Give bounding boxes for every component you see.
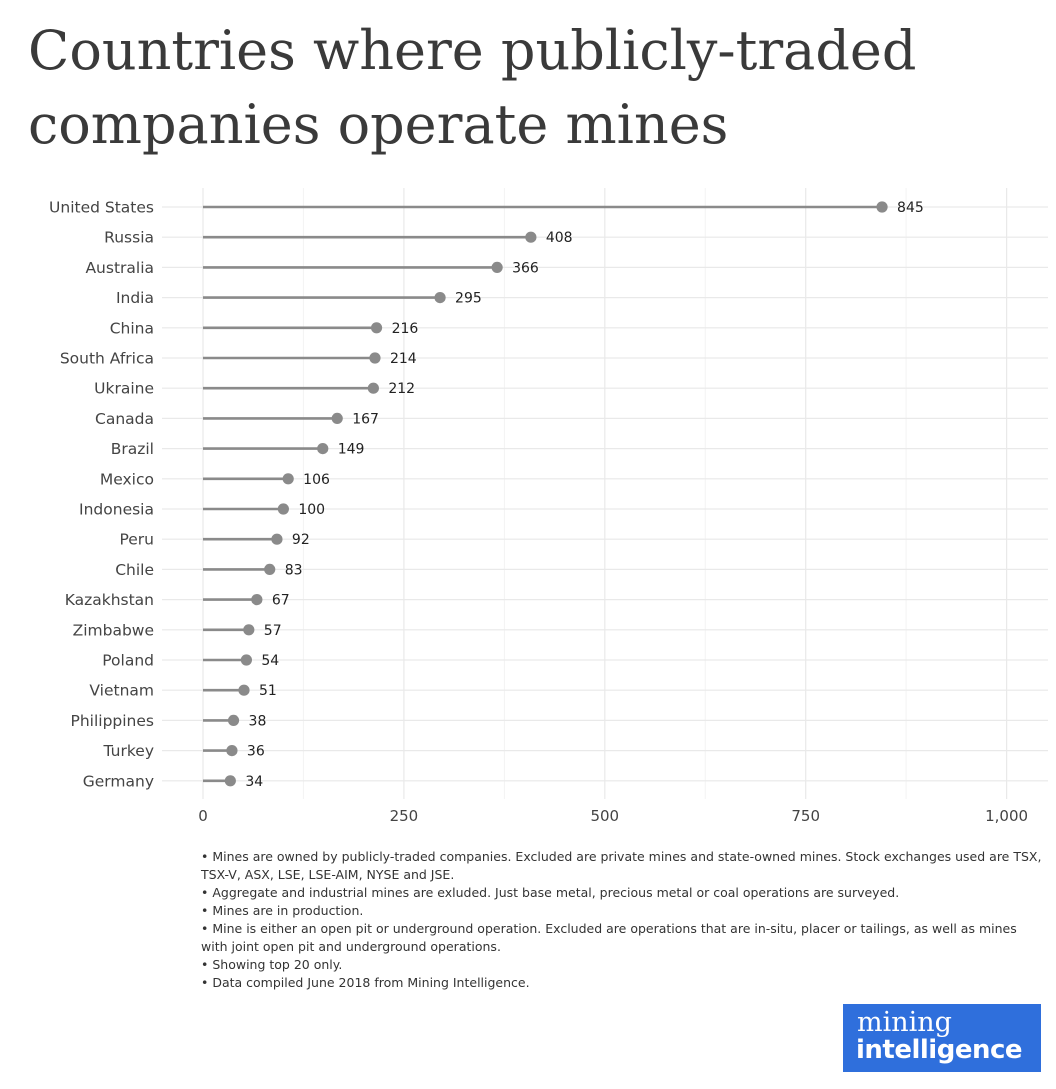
lollipop-dot	[271, 533, 283, 545]
footnote: • Mines are in production.	[201, 903, 364, 918]
value-label: 216	[392, 321, 419, 337]
category-label: Turkey	[103, 742, 154, 760]
category-label: Philippines	[70, 712, 154, 730]
category-label: Ukraine	[94, 380, 154, 398]
lollipop-dot	[243, 624, 255, 636]
lollipop-dot	[251, 594, 263, 606]
category-label: India	[116, 289, 154, 307]
category-label: Zimbabwe	[73, 621, 154, 639]
x-tick-label: 250	[390, 807, 419, 825]
x-tick-label: 0	[198, 807, 208, 825]
value-label: 100	[298, 502, 325, 518]
category-label: Peru	[119, 531, 154, 549]
value-label: 408	[546, 230, 573, 246]
category-label: Germany	[83, 772, 154, 790]
category-label: Canada	[95, 410, 154, 428]
value-label: 149	[338, 442, 365, 458]
value-label: 212	[388, 381, 415, 397]
category-label: China	[110, 319, 154, 337]
value-label: 92	[292, 532, 310, 548]
footnote: • Showing top 20 only.	[201, 957, 343, 972]
footnotes: • Mines are owned by publicly-traded com…	[201, 848, 1046, 992]
category-label: Kazakhstan	[65, 591, 154, 609]
value-label: 83	[285, 562, 303, 578]
x-tick-label: 750	[791, 807, 820, 825]
footnote: • Aggregate and industrial mines are exl…	[201, 885, 900, 900]
category-label: Mexico	[100, 470, 154, 488]
category-label: Australia	[85, 259, 154, 277]
lollipop-dot	[227, 714, 240, 727]
value-label: 167	[352, 411, 379, 427]
footnote: • Data compiled June 2018 from Mining In…	[201, 975, 530, 990]
lollipop-dot	[876, 201, 888, 213]
category-label: South Africa	[60, 350, 154, 368]
logo-line-2: intelligence	[856, 1035, 1023, 1065]
logo-line-1: mining	[857, 1007, 952, 1038]
lollipop-dot	[369, 352, 381, 364]
lollipop-dot	[317, 443, 329, 455]
category-label: United States	[49, 199, 154, 217]
x-tick-label: 500	[590, 807, 619, 825]
value-label: 34	[245, 774, 263, 790]
category-label: Vietnam	[89, 682, 154, 700]
value-label: 67	[272, 593, 290, 609]
lollipop-dot	[226, 745, 238, 757]
lollipop-dot	[331, 412, 343, 424]
lollipop-dot	[491, 261, 503, 273]
lollipop-dot	[224, 775, 236, 787]
footnote: • Mine is either an open pit or undergro…	[201, 921, 1017, 954]
lollipop-chart: 0 250 500 750 1,000 United States 845 Russia 408…	[49, 188, 1048, 825]
footnote: • Mines are owned by publicly-traded com…	[201, 849, 1042, 882]
mining-intelligence-logo[interactable]: mining intelligence	[843, 1004, 1041, 1072]
value-label: 51	[259, 683, 277, 699]
category-label: Brazil	[111, 440, 154, 458]
lollipop-dot	[370, 322, 383, 334]
lollipop-dot	[282, 473, 294, 485]
chart-title: Countries where publicly-traded companie…	[28, 19, 917, 156]
value-label: 38	[249, 713, 267, 729]
category-label: Russia	[104, 229, 154, 247]
category-label: Poland	[102, 652, 154, 670]
value-label: 54	[261, 653, 279, 669]
value-label: 36	[247, 744, 265, 760]
value-label: 366	[512, 260, 539, 276]
x-tick-label: 1,000	[985, 807, 1028, 825]
category-label: Indonesia	[79, 501, 154, 519]
lollipop-dot	[264, 563, 276, 575]
value-label: 295	[455, 291, 482, 307]
lollipop-dot	[238, 684, 250, 696]
lollipop-dot	[525, 231, 537, 243]
lollipop-dot	[434, 292, 446, 304]
lollipop-dot	[367, 382, 379, 394]
value-label: 57	[264, 623, 282, 639]
value-label: 214	[390, 351, 417, 367]
value-label: 106	[303, 472, 330, 488]
lollipop-dot	[277, 503, 289, 515]
value-label: 845	[897, 200, 924, 216]
category-label: Chile	[115, 561, 154, 579]
lollipop-dot	[240, 654, 252, 666]
